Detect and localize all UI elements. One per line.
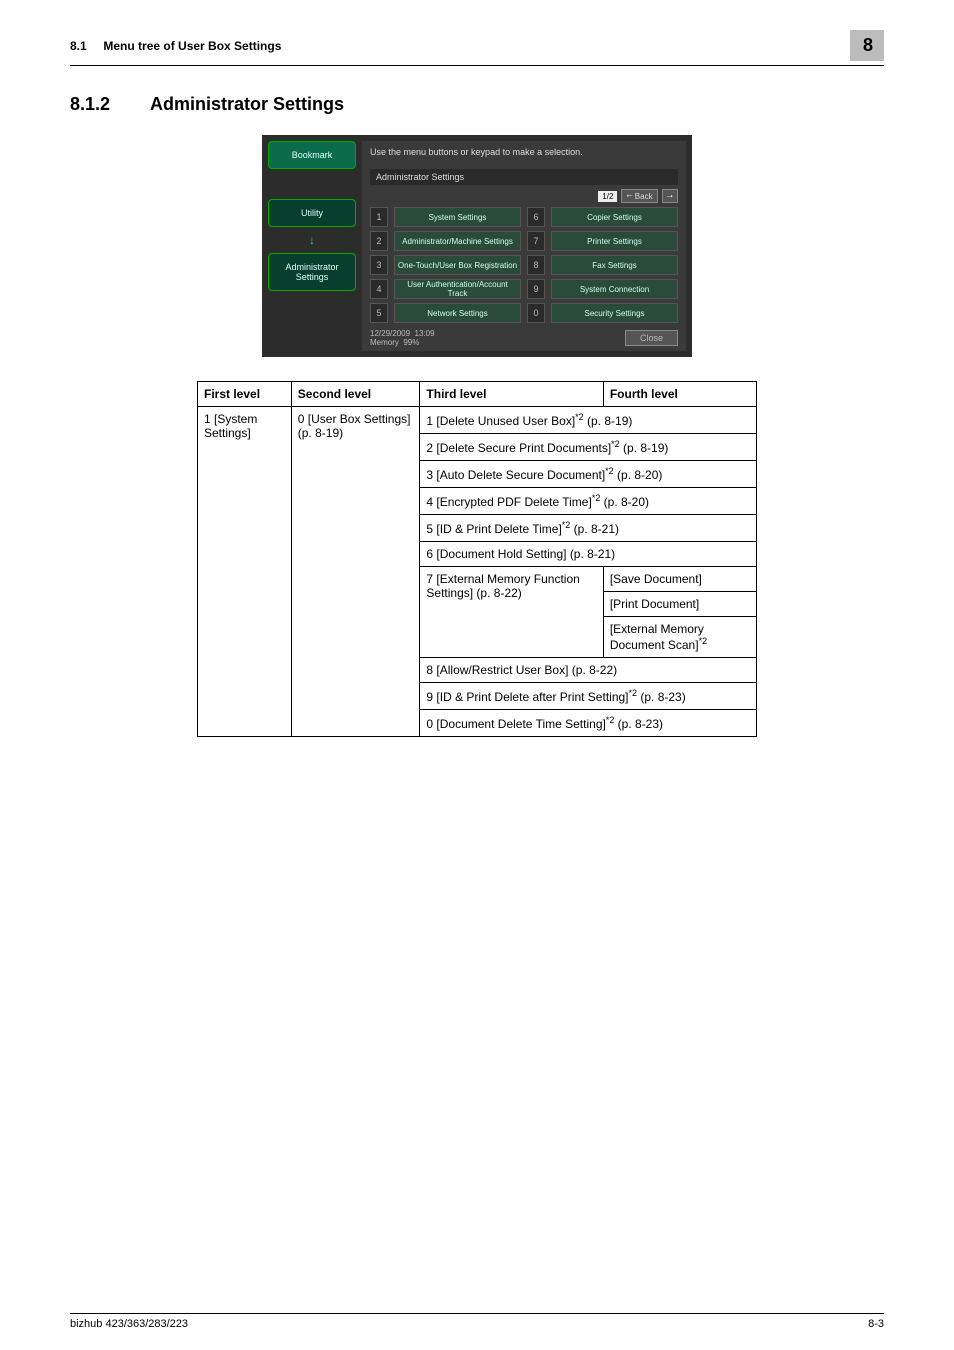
down-arrow-icon: ↓	[268, 233, 356, 247]
menu-num: 0	[527, 303, 545, 323]
cell-text: [External Memory Document Scan]	[610, 622, 704, 652]
menu-button[interactable]: Fax Settings	[551, 255, 678, 275]
device-panel-title: Administrator Settings	[370, 169, 678, 185]
table-header-row: First level Second level Third level Fou…	[198, 382, 757, 407]
menu-num: 9	[527, 279, 545, 299]
menu-tree-table: First level Second level Third level Fou…	[197, 381, 757, 737]
bookmark-tab[interactable]: Bookmark	[268, 141, 356, 169]
menu-button[interactable]: Printer Settings	[551, 231, 678, 251]
cell-third: 1 [Delete Unused User Box]*2 (p. 8-19)	[420, 407, 757, 434]
hdr-section-title: Menu tree of User Box Settings	[103, 39, 281, 53]
footer-right: 8-3	[868, 1318, 884, 1330]
table-row: 1 [System Settings] 0 [User Box Settings…	[198, 407, 757, 434]
hdr-section-num: 8.1	[70, 39, 87, 53]
device-screenshot: Bookmark Utility ↓ Administrator Setting…	[262, 135, 692, 357]
page-ref: (p. 8-20)	[614, 468, 663, 482]
menu-num: 6	[527, 207, 545, 227]
page-header-left: 8.1 Menu tree of User Box Settings	[70, 39, 281, 53]
page-ref: (p. 8-19)	[620, 441, 669, 455]
menu-button[interactable]: System Connection	[551, 279, 678, 299]
th-first: First level	[198, 382, 292, 407]
menu-button[interactable]: One-Touch/User Box Registration	[394, 255, 521, 275]
admin-settings-tab[interactable]: Administrator Settings	[268, 253, 356, 291]
menu-button[interactable]: Administrator/Machine Settings	[394, 231, 521, 251]
menu-num: 2	[370, 231, 388, 251]
menu-num: 4	[370, 279, 388, 299]
menu-button[interactable]: User Authentication/Account Track	[394, 279, 521, 299]
cell-fourth: [Save Document]	[603, 567, 756, 592]
page-ref: (p. 8-23)	[614, 717, 663, 731]
subsection-number: 8.1.2	[70, 94, 130, 115]
menu-button[interactable]: System Settings	[394, 207, 521, 227]
menu-button[interactable]: Security Settings	[551, 303, 678, 323]
cell-text: 0 [Document Delete Time Setting]	[426, 717, 605, 731]
cell-third: 4 [Encrypted PDF Delete Time]*2 (p. 8-20…	[420, 488, 757, 515]
device-menu-grid: 1 System Settings 6 Copier Settings 2 Ad…	[370, 207, 678, 323]
menu-num: 1	[370, 207, 388, 227]
cell-third: 9 [ID & Print Delete after Print Setting…	[420, 683, 757, 710]
cell-text: 2 [Delete Secure Print Documents]	[426, 441, 611, 455]
device-mem-pct: 99%	[403, 338, 419, 347]
device-time: 13:09	[415, 329, 435, 338]
footnote-ref: *2	[699, 636, 708, 646]
footnote-ref: *2	[605, 466, 614, 476]
menu-num: 5	[370, 303, 388, 323]
close-button[interactable]: Close	[625, 330, 678, 346]
cell-text: 3 [Auto Delete Secure Document]	[426, 468, 605, 482]
page-ref: (p. 8-19)	[584, 414, 633, 428]
cell-third: 3 [Auto Delete Secure Document]*2 (p. 8-…	[420, 461, 757, 488]
page-fraction: 1/2	[598, 191, 617, 202]
cell-third: 2 [Delete Secure Print Documents]*2 (p. …	[420, 434, 757, 461]
back-button[interactable]: ⭠ Back	[621, 189, 657, 203]
footnote-ref: *2	[629, 688, 638, 698]
cell-third: 6 [Document Hold Setting] (p. 8-21)	[420, 542, 757, 567]
cell-text: 4 [Encrypted PDF Delete Time]	[426, 495, 591, 509]
footnote-ref: *2	[575, 412, 584, 422]
footnote-ref: *2	[611, 439, 620, 449]
back-label: Back	[635, 192, 653, 201]
cell-fourth: [Print Document]	[603, 592, 756, 617]
subsection-title: Administrator Settings	[150, 94, 344, 115]
device-date: 12/29/2009	[370, 329, 410, 338]
cell-text: 1 [Delete Unused User Box]	[426, 414, 575, 428]
forward-button[interactable]: Forward⭢	[662, 189, 678, 203]
device-instruction: Use the menu buttons or keypad to make a…	[370, 147, 678, 157]
utility-tab[interactable]: Utility	[268, 199, 356, 227]
footer-left: bizhub 423/363/283/223	[70, 1318, 188, 1330]
cell-fourth: [External Memory Document Scan]*2	[603, 617, 756, 658]
th-third: Third level	[420, 382, 603, 407]
th-second: Second level	[291, 382, 420, 407]
cell-third: 5 [ID & Print Delete Time]*2 (p. 8-21)	[420, 515, 757, 542]
cell-text: 5 [ID & Print Delete Time]	[426, 522, 561, 536]
device-footer-left: 12/29/2009 13:09 Memory 99%	[370, 329, 435, 347]
th-fourth: Fourth level	[603, 382, 756, 407]
device-mem-label: Memory	[370, 338, 399, 347]
menu-num: 3	[370, 255, 388, 275]
cell-third: 0 [Document Delete Time Setting]*2 (p. 8…	[420, 710, 757, 737]
page-ref: (p. 8-23)	[637, 690, 686, 704]
menu-num: 8	[527, 255, 545, 275]
cell-third: 8 [Allow/Restrict User Box] (p. 8-22)	[420, 658, 757, 683]
menu-num: 7	[527, 231, 545, 251]
menu-button[interactable]: Copier Settings	[551, 207, 678, 227]
cell-second: 0 [User Box Settings] (p. 8-19)	[291, 407, 420, 737]
menu-button[interactable]: Network Settings	[394, 303, 521, 323]
page-ref: (p. 8-20)	[600, 495, 649, 509]
cell-first: 1 [System Settings]	[198, 407, 292, 737]
chapter-number: 8	[850, 30, 884, 61]
page-ref: (p. 8-21)	[570, 522, 619, 536]
cell-third: 7 [External Memory Function Settings] (p…	[420, 567, 603, 658]
cell-text: 9 [ID & Print Delete after Print Setting…	[426, 690, 628, 704]
